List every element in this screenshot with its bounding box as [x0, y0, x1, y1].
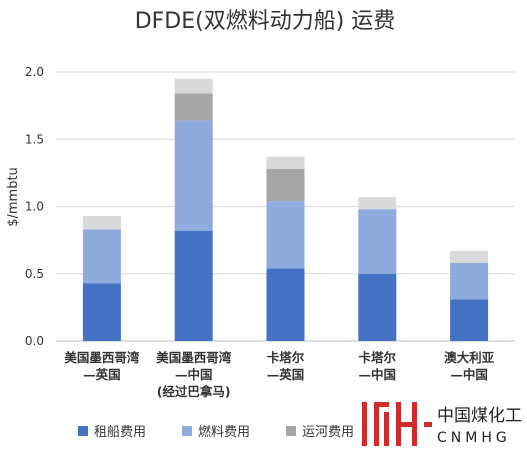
- x-category-label: 美国墨西哥湾: [64, 350, 140, 365]
- bar-segment: [82, 229, 121, 284]
- x-category-label: —英国: [83, 367, 121, 382]
- bar-segment: [174, 78, 213, 94]
- legend-label: 燃料费用: [198, 424, 250, 440]
- bar-segment: [266, 156, 305, 169]
- bar-segment: [82, 283, 121, 341]
- y-tick-label: 1.5: [25, 132, 44, 146]
- bar-segment: [358, 273, 397, 341]
- bar-segment: [174, 230, 213, 341]
- x-category-label: 卡塔尔: [359, 350, 397, 365]
- logo-bar: [424, 422, 432, 427]
- x-category-label: —中国: [450, 367, 488, 382]
- logo-mark-icon: [362, 402, 432, 446]
- x-category-label: (经过巴拿马): [157, 384, 231, 399]
- bar-segment: [266, 168, 305, 202]
- y-tick-labels: 0.0 0.5 1.0 1.5 2.0: [25, 65, 44, 348]
- legend-label: 租船费用: [94, 425, 146, 440]
- watermark-chinese-text: 中国煤化工: [437, 406, 522, 426]
- legend: 租船费用 燃料费用 运河费用: [78, 424, 354, 440]
- watermark-english-text: CNMHG: [437, 430, 511, 446]
- logo-bar: [362, 402, 367, 446]
- x-category-label: 卡塔尔: [267, 350, 305, 365]
- x-category-label: —英国: [267, 367, 305, 382]
- x-category-label: —中国: [175, 367, 213, 382]
- logo-bar: [374, 402, 389, 407]
- y-tick-label: 2.0: [25, 65, 44, 79]
- x-category-label: 澳大利亚: [444, 350, 495, 365]
- y-tick-label: 0.5: [25, 267, 44, 281]
- bar-segment: [266, 201, 305, 269]
- logo-bar: [374, 402, 379, 446]
- logo-bar: [384, 412, 389, 446]
- bar-segment: [450, 299, 489, 341]
- bar-segment: [450, 250, 489, 263]
- bar-segment: [82, 215, 121, 230]
- bar-segment: [358, 209, 397, 274]
- bar-segment: [174, 120, 213, 231]
- watermark-logo: 中国煤化工 CNMHG: [362, 402, 522, 446]
- legend-swatch: [78, 426, 88, 436]
- y-tick-label: 0.0: [25, 334, 44, 348]
- legend-label: 运河费用: [302, 425, 354, 440]
- chart-title: DFDE(双燃料动力船) 运费: [135, 9, 396, 34]
- bars: [82, 78, 489, 341]
- x-category-labels: 美国墨西哥湾 —英国 美国墨西哥湾 —中国 (经过巴拿马) 卡塔尔 —英国 卡塔尔 —中国 澳大利…: [64, 350, 494, 399]
- bar-segment: [450, 262, 489, 300]
- bar-segment: [266, 268, 305, 341]
- logo-bar: [396, 422, 417, 427]
- legend-swatch: [182, 426, 192, 436]
- legend-swatch: [286, 426, 296, 436]
- x-category-label: 美国墨西哥湾: [156, 350, 232, 365]
- y-axis-label: $/mmbtu: [6, 167, 21, 227]
- x-category-label: —中国: [359, 367, 397, 382]
- y-tick-label: 1.0: [25, 200, 44, 214]
- bar-segment: [358, 197, 397, 210]
- bar-segment: [174, 93, 213, 121]
